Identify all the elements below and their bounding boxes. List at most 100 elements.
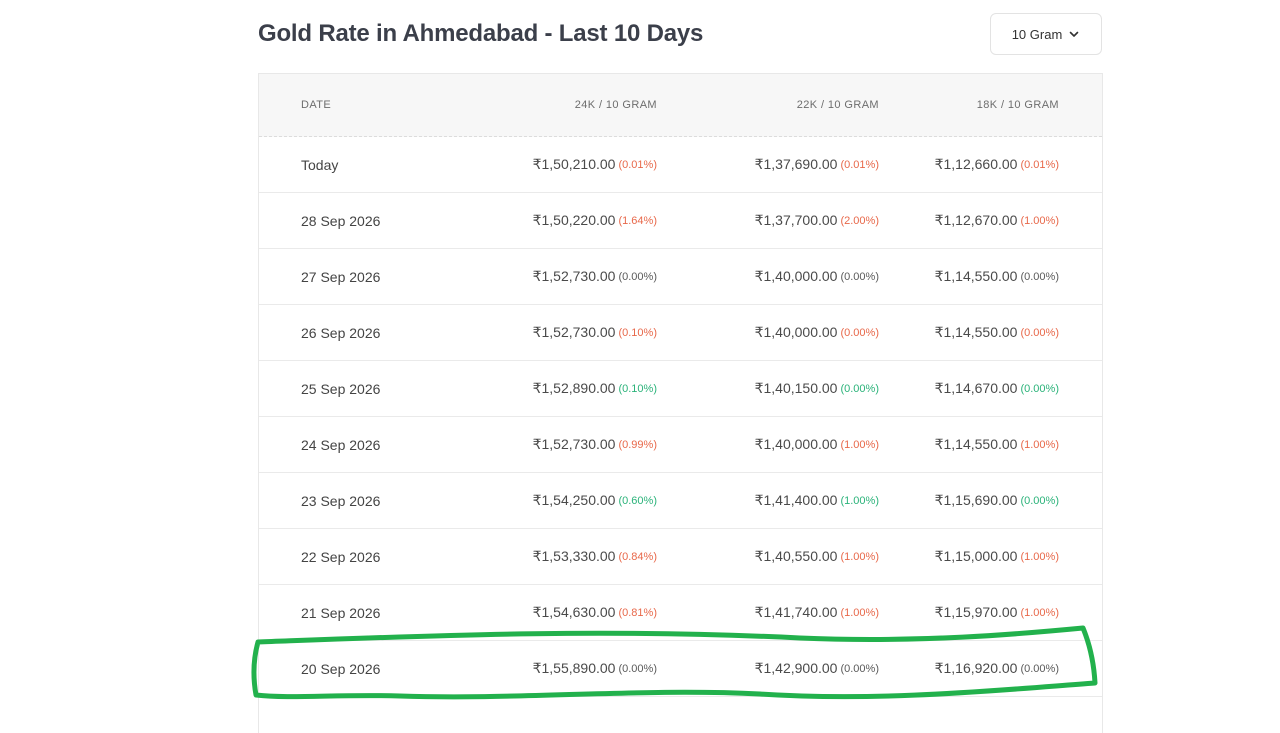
unit-dropdown-value: 10 Gram <box>1011 26 1063 42</box>
price-22k: ₹1,40,550.00 <box>754 548 838 564</box>
row-date: 22 Sep 2026 <box>301 548 381 565</box>
price-24k: ₹1,52,890.00 <box>532 380 616 396</box>
cell-24k: ₹1,52,730.00 (0.10%) <box>533 305 657 360</box>
cell-22k: ₹1,37,690.00 (0.01%) <box>755 137 879 192</box>
cell-24k: ₹1,55,890.00 (0.00%) <box>533 641 657 696</box>
change-18k: (0.00%) <box>1020 382 1059 395</box>
row-date: 27 Sep 2026 <box>301 268 381 285</box>
header-date: DATE <box>301 99 332 111</box>
price-24k: ₹1,54,630.00 <box>532 604 616 620</box>
price-22k: ₹1,40,150.00 <box>754 380 838 396</box>
cell-24k: ₹1,54,630.00 (0.81%) <box>533 585 657 640</box>
row-date: 26 Sep 2026 <box>301 324 381 341</box>
cell-18k: ₹1,12,670.00 (1.00%) <box>935 193 1059 248</box>
cell-24k: ₹1,50,220.00 (1.64%) <box>533 193 657 248</box>
price-18k: ₹1,15,690.00 <box>934 492 1018 508</box>
cell-24k: ₹1,52,730.00 (0.00%) <box>533 249 657 304</box>
cell-24k: ₹1,53,330.00 (0.84%) <box>533 529 657 584</box>
change-18k: (0.00%) <box>1020 270 1059 283</box>
price-22k: ₹1,37,700.00 <box>754 212 838 228</box>
change-18k: (1.00%) <box>1020 214 1059 227</box>
table-row: 28 Sep 2026 ₹1,50,220.00 (1.64%) ₹1,37,700.… <box>259 193 1102 249</box>
price-24k: ₹1,52,730.00 <box>532 268 616 284</box>
cell-22k: ₹1,40,000.00 (0.00%) <box>755 305 879 360</box>
table-row: 21 Sep 2026 ₹1,54,630.00 (0.81%) ₹1,41,740.… <box>259 585 1102 641</box>
table-row: 24 Sep 2026 ₹1,52,730.00 (0.99%) ₹1,40,000.… <box>259 417 1102 473</box>
change-22k: (1.00%) <box>840 550 879 563</box>
change-22k: (1.00%) <box>840 438 879 451</box>
change-22k: (1.00%) <box>840 494 879 507</box>
row-date: 23 Sep 2026 <box>301 492 381 509</box>
table-row: 20 Sep 2026 ₹1,55,890.00 (0.00%) ₹1,42,900.… <box>259 641 1102 697</box>
cell-18k: ₹1,16,920.00 (0.00%) <box>935 641 1059 696</box>
cell-24k: ₹1,52,730.00 (0.99%) <box>533 417 657 472</box>
header-22k: 22K / 10 GRAM <box>796 99 879 111</box>
cell-22k: ₹1,41,400.00 (1.00%) <box>755 473 879 528</box>
price-24k: ₹1,50,210.00 <box>532 156 616 172</box>
price-24k: ₹1,52,730.00 <box>532 324 616 340</box>
row-date: Today <box>301 156 339 173</box>
header-18k: 18K / 10 GRAM <box>976 99 1059 111</box>
unit-dropdown[interactable]: 10 Gram <box>990 13 1102 55</box>
cell-18k: ₹1,15,970.00 (1.00%) <box>935 585 1059 640</box>
change-24k: (0.81%) <box>618 606 657 619</box>
price-24k: ₹1,50,220.00 <box>532 212 616 228</box>
cell-18k: ₹1,15,000.00 (1.00%) <box>935 529 1059 584</box>
change-22k: (1.00%) <box>840 606 879 619</box>
cell-18k: ₹1,12,660.00 (0.01%) <box>935 137 1059 192</box>
price-22k: ₹1,40,000.00 <box>754 268 838 284</box>
price-18k: ₹1,16,920.00 <box>934 660 1018 676</box>
price-18k: ₹1,12,670.00 <box>934 212 1018 228</box>
change-22k: (0.00%) <box>840 382 879 395</box>
table-body: Today ₹1,50,210.00 (0.01%) ₹1,37,690.00 (0.0… <box>259 137 1102 697</box>
change-24k: (0.01%) <box>618 158 657 171</box>
header-24k: 24K / 10 GRAM <box>574 99 657 111</box>
change-18k: (1.00%) <box>1020 550 1059 563</box>
price-24k: ₹1,52,730.00 <box>532 436 616 452</box>
table-row: 25 Sep 2026 ₹1,52,890.00 (0.10%) ₹1,40,150.… <box>259 361 1102 417</box>
cell-24k: ₹1,50,210.00 (0.01%) <box>533 137 657 192</box>
change-18k: (0.00%) <box>1020 326 1059 339</box>
change-24k: (0.10%) <box>618 326 657 339</box>
row-date: 20 Sep 2026 <box>301 660 381 677</box>
cell-18k: ₹1,14,550.00 (0.00%) <box>935 305 1059 360</box>
change-22k: (0.00%) <box>840 270 879 283</box>
change-24k: (0.99%) <box>618 438 657 451</box>
change-18k: (0.01%) <box>1020 158 1059 171</box>
change-24k: (0.84%) <box>618 550 657 563</box>
cell-18k: ₹1,15,690.00 (0.00%) <box>935 473 1059 528</box>
price-24k: ₹1,55,890.00 <box>532 660 616 676</box>
change-24k: (0.00%) <box>618 270 657 283</box>
row-date: 24 Sep 2026 <box>301 436 381 453</box>
price-22k: ₹1,37,690.00 <box>754 156 838 172</box>
price-18k: ₹1,14,550.00 <box>934 324 1018 340</box>
change-24k: (1.64%) <box>618 214 657 227</box>
change-24k: (0.00%) <box>618 662 657 675</box>
table-row: 22 Sep 2026 ₹1,53,330.00 (0.84%) ₹1,40,550.… <box>259 529 1102 585</box>
cell-18k: ₹1,14,550.00 (1.00%) <box>935 417 1059 472</box>
change-18k: (0.00%) <box>1020 662 1059 675</box>
table-row: Today ₹1,50,210.00 (0.01%) ₹1,37,690.00 (0.0… <box>259 137 1102 193</box>
price-22k: ₹1,40,000.00 <box>754 436 838 452</box>
price-24k: ₹1,54,250.00 <box>532 492 616 508</box>
change-22k: (0.00%) <box>840 326 879 339</box>
change-24k: (0.60%) <box>618 494 657 507</box>
table-row: 23 Sep 2026 ₹1,54,250.00 (0.60%) ₹1,41,400.… <box>259 473 1102 529</box>
cell-18k: ₹1,14,550.00 (0.00%) <box>935 249 1059 304</box>
cell-22k: ₹1,41,740.00 (1.00%) <box>755 585 879 640</box>
page-title: Gold Rate in Ahmedabad - Last 10 Days <box>258 20 704 47</box>
price-22k: ₹1,40,000.00 <box>754 324 838 340</box>
price-24k: ₹1,53,330.00 <box>532 548 616 564</box>
row-date: 25 Sep 2026 <box>301 380 381 397</box>
table-row: 26 Sep 2026 ₹1,52,730.00 (0.10%) ₹1,40,000.… <box>259 305 1102 361</box>
price-18k: ₹1,15,970.00 <box>934 604 1018 620</box>
change-18k: (0.00%) <box>1020 494 1059 507</box>
change-22k: (0.01%) <box>840 158 879 171</box>
cell-22k: ₹1,37,700.00 (2.00%) <box>755 193 879 248</box>
cell-24k: ₹1,54,250.00 (0.60%) <box>533 473 657 528</box>
cell-18k: ₹1,14,670.00 (0.00%) <box>935 361 1059 416</box>
cell-22k: ₹1,42,900.00 (0.00%) <box>755 641 879 696</box>
change-22k: (0.00%) <box>840 662 879 675</box>
change-24k: (0.10%) <box>618 382 657 395</box>
gold-rate-table: DATE 24K / 10 GRAM 22K / 10 GRAM 18K / 1… <box>258 73 1103 733</box>
